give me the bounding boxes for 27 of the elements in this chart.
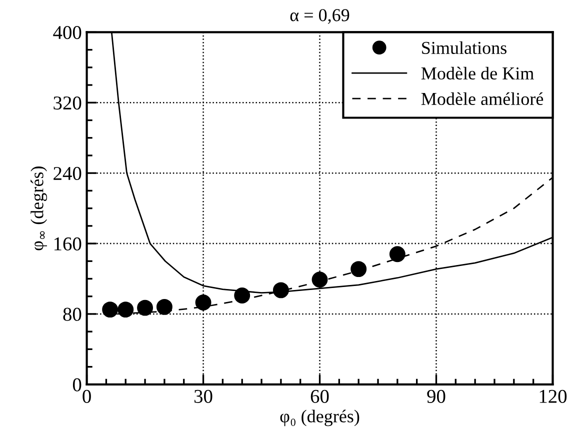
x-tick-label: 60 bbox=[310, 390, 329, 403]
point bbox=[156, 298, 172, 315]
point bbox=[118, 302, 134, 318]
point bbox=[234, 288, 250, 304]
x-axis-title: φ₀ (degrés) bbox=[280, 410, 360, 426]
y-tick-label: 400 bbox=[53, 26, 82, 40]
x-tick-label: 90 bbox=[427, 390, 446, 403]
point bbox=[137, 300, 154, 316]
legend-label: Modèle amélioré bbox=[421, 92, 544, 106]
point bbox=[102, 302, 118, 318]
point bbox=[195, 294, 212, 311]
y-axis-title: φ$_{∞}$ (degrés) bbox=[30, 166, 48, 250]
y-tick-label: 160 bbox=[54, 237, 82, 250]
y-tick-label: 320 bbox=[54, 96, 82, 110]
x-tick-label: 120 bbox=[540, 390, 567, 403]
point bbox=[389, 246, 406, 262]
y-tick-label: 0 bbox=[72, 378, 82, 392]
point bbox=[312, 272, 328, 288]
x-tick-label: 0 bbox=[82, 390, 91, 403]
legend-label: Modèle de Kim bbox=[421, 66, 534, 80]
y-tick-label: 240 bbox=[54, 166, 82, 180]
chart-title: α = 0,69 bbox=[290, 9, 350, 24]
point bbox=[272, 282, 289, 298]
point bbox=[350, 261, 367, 278]
legend-label: Simulations bbox=[422, 41, 506, 54]
y-tick-label: 80 bbox=[63, 308, 82, 321]
x-tick-label: 30 bbox=[194, 390, 212, 403]
